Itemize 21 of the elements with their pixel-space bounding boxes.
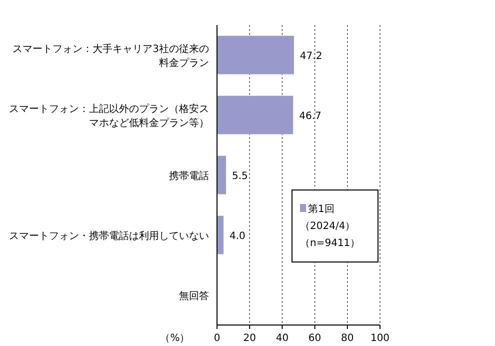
- data-label: 47.2: [300, 51, 322, 62]
- bar: [217, 96, 294, 134]
- legend-label: 第1回（2024/4）（n=9411）: [300, 203, 360, 249]
- y-tick-label: 無回答: [179, 290, 209, 302]
- x-tick-label: 80: [341, 333, 354, 344]
- bar: [217, 216, 224, 254]
- bar: [217, 156, 226, 194]
- x-tick-label: 100: [370, 333, 390, 344]
- x-tick-label: 20: [243, 333, 256, 344]
- y-tick-label: スマートフォン：上記以外のプラン（格安スマホなど低料金プラン等）: [9, 103, 209, 129]
- y-tick-label: スマートフォン：大手キャリア3社の従来の料金プラン: [12, 43, 209, 69]
- data-label: 4.0: [230, 231, 246, 242]
- x-tick-label: 0: [214, 333, 220, 344]
- data-label: 5.5: [232, 171, 248, 182]
- y-tick-label: スマートフォン・携帯電話は利用していない: [9, 230, 209, 242]
- bar: [217, 36, 294, 74]
- x-axis-title: （%）: [160, 333, 190, 344]
- y-tick-label: 携帯電話: [169, 170, 209, 182]
- x-tick-label: 60: [308, 333, 322, 344]
- data-label: 46.7: [299, 111, 322, 122]
- x-tick-label: 40: [276, 333, 289, 344]
